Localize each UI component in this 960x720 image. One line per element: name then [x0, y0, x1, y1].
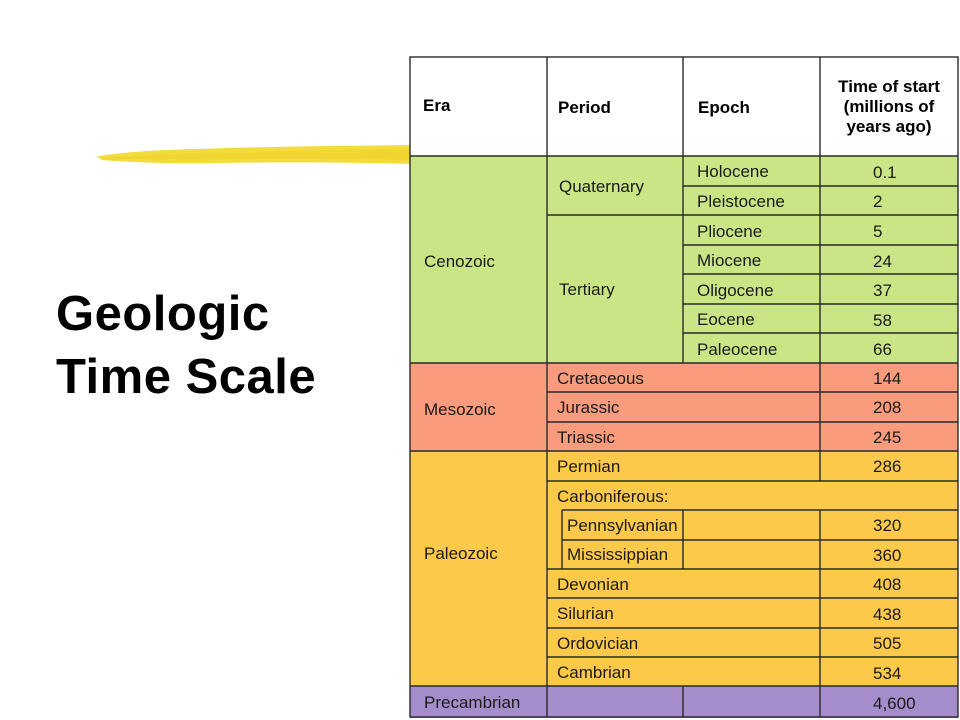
period-tertiary: Tertiary	[559, 280, 615, 299]
period-quaternary: Quaternary	[559, 177, 645, 196]
header-time-line-2: (millions of	[844, 97, 935, 116]
time-permian: 286	[873, 457, 901, 476]
time-cambrian: 534	[873, 664, 901, 683]
time-devonian: 408	[873, 575, 901, 594]
time-eocene: 58	[873, 311, 892, 330]
period-mississippian: Mississippian	[567, 545, 668, 564]
header-period: Period	[558, 98, 611, 117]
period-jurassic: Jurassic	[557, 398, 620, 417]
time-paleocene: 66	[873, 340, 892, 359]
time-precambrian: 4,600	[873, 694, 916, 713]
highlighter-stroke	[95, 145, 413, 164]
header-time-line-1: Time of start	[838, 77, 940, 96]
time-mississippian: 360	[873, 546, 901, 565]
period-cambrian: Cambrian	[557, 663, 631, 682]
era-precambrian: Precambrian	[424, 693, 520, 712]
epoch-miocene: Miocene	[697, 251, 761, 270]
era-mesozoic: Mesozoic	[424, 400, 496, 419]
time-pennsylvanian: 320	[873, 516, 901, 535]
time-cretaceous: 144	[873, 369, 901, 388]
mesozoic-bg	[410, 363, 958, 451]
table-grid	[409, 56, 959, 718]
period-pennsylvanian: Pennsylvanian	[567, 516, 678, 535]
epoch-oligocene: Oligocene	[697, 281, 774, 300]
era-cenozoic: Cenozoic	[424, 252, 495, 271]
header-era: Era	[423, 96, 451, 115]
epoch-holocene: Holocene	[697, 162, 769, 181]
header-epoch: Epoch	[698, 98, 750, 117]
cenozoic-bg	[410, 156, 958, 363]
time-holocene: 0.1	[873, 163, 897, 182]
period-ordovician: Ordovician	[557, 634, 638, 653]
period-carboniferous: Carboniferous:	[557, 487, 669, 506]
time-pliocene: 5	[873, 222, 882, 241]
header-time-line-3: years ago)	[846, 117, 931, 136]
epoch-pleistocene: Pleistocene	[697, 192, 785, 211]
header-bg	[410, 57, 958, 156]
epoch-pliocene: Pliocene	[697, 222, 762, 241]
precambrian-bg	[410, 686, 958, 718]
time-pleistocene: 2	[873, 192, 882, 211]
time-jurassic: 208	[873, 398, 901, 417]
period-cretaceous: Cretaceous	[557, 369, 644, 388]
slide-title: Geologic Time Scale	[56, 283, 316, 409]
slide-title-line-2: Time Scale	[56, 350, 317, 404]
era-paleozoic: Paleozoic	[424, 544, 498, 563]
epoch-eocene: Eocene	[697, 310, 755, 329]
period-triassic: Triassic	[557, 428, 615, 447]
period-devonian: Devonian	[557, 575, 629, 594]
slide-title-line-1: Geologic	[56, 287, 270, 341]
time-triassic: 245	[873, 428, 901, 447]
time-miocene: 24	[873, 252, 892, 271]
period-silurian: Silurian	[557, 604, 614, 623]
time-oligocene: 37	[873, 281, 892, 300]
epoch-paleocene: Paleocene	[697, 340, 777, 359]
period-permian: Permian	[557, 457, 620, 476]
time-ordovician: 505	[873, 634, 901, 653]
time-silurian: 438	[873, 605, 901, 624]
